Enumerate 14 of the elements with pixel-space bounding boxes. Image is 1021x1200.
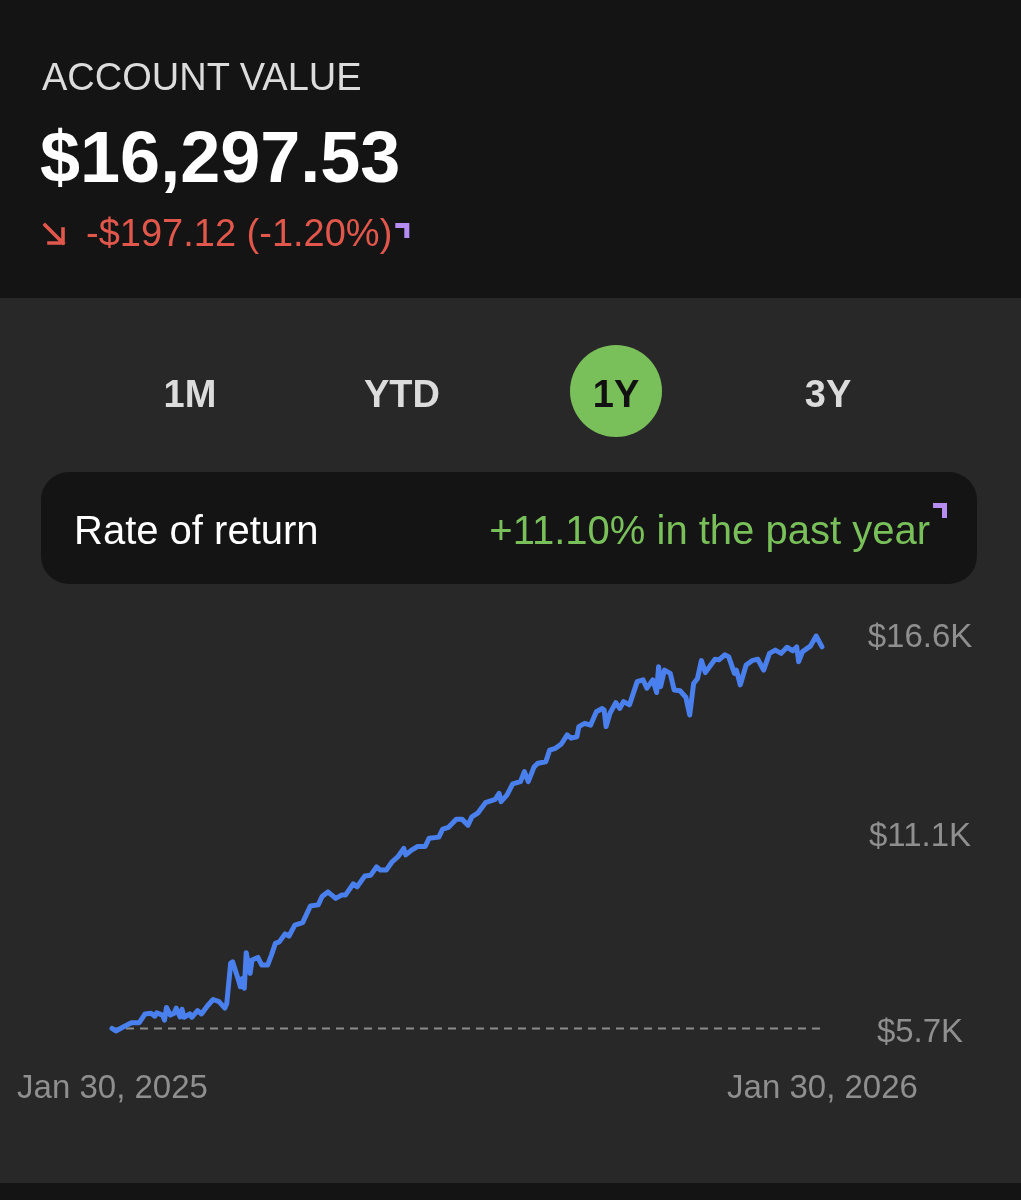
text: -$197.12 (-1.20%) [86, 212, 393, 254]
chart-subtitle: $16,297.53 [40, 117, 401, 197]
text: 3Y [804, 373, 852, 415]
chart-title: ACCOUNT VALUE [42, 56, 362, 98]
x-tick-label: Jan 30, 2026 [727, 1068, 918, 1105]
text: 1M [163, 373, 217, 415]
text: +11.10% in the past year [489, 508, 930, 552]
y-tick-label: $11.1K [868, 816, 972, 854]
text: Rate of return [74, 508, 319, 552]
text: YTD [364, 373, 440, 415]
y-tick-label: $16.6K [867, 617, 973, 655]
y-tick-label: $5.7K [876, 1012, 964, 1050]
x-tick-label: Jan 30, 2025 [17, 1068, 208, 1105]
text: 1Y [592, 373, 640, 415]
